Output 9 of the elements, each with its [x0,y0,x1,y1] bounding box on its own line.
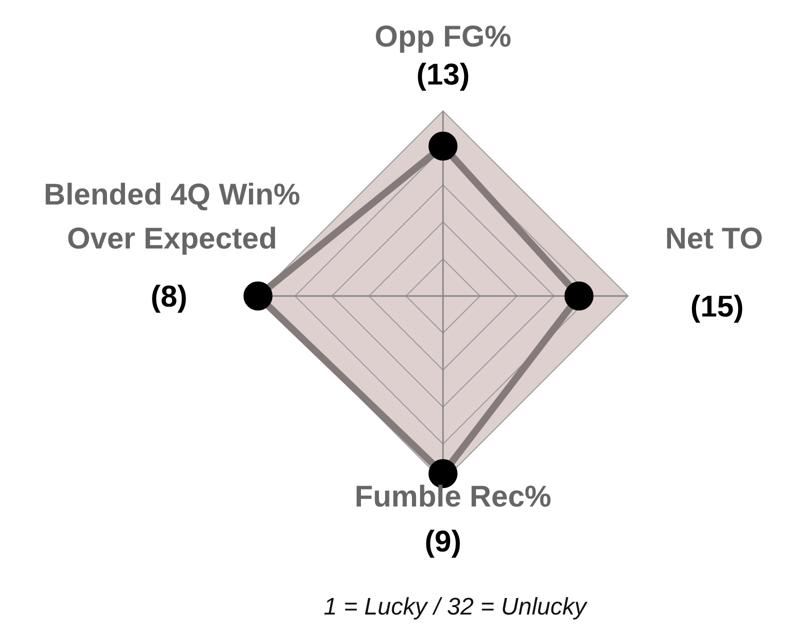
spoke-label: Fumble Rec% [354,480,552,514]
spoke-label: Opp FG% [374,20,512,54]
text: (8) [150,280,188,314]
text: (15) [690,290,744,324]
spoke-label: Net TO [665,222,763,256]
spoke-label: Blended 4Q Win% Over Expected [44,178,300,256]
text: (9) [424,525,462,558]
text: (13) [416,58,470,92]
text: 1 = Lucky / 32 = Unlucky [324,594,588,621]
